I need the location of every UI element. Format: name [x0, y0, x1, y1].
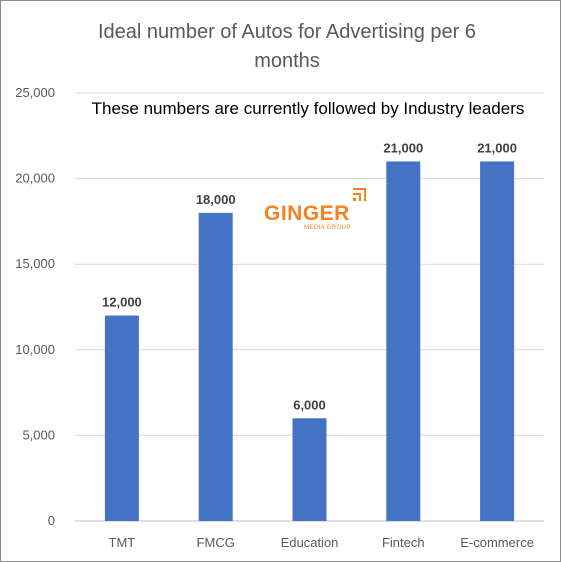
x-tick-label: TMT — [109, 535, 136, 550]
bar-fintech — [386, 161, 421, 522]
chart-title-line-1: Ideal number of Autos for Advertising pe… — [98, 21, 476, 43]
x-tick-label: FMCG — [197, 535, 235, 550]
data-label: 18,000 — [196, 192, 236, 207]
chart-subtitle: These numbers are currently followed by … — [92, 99, 525, 118]
logo-tagline: MEDIA GROUP — [304, 225, 351, 231]
chart-title-line-2: months — [254, 50, 320, 72]
x-tick-label: Fintech — [382, 535, 425, 550]
x-tick-label: Education — [281, 535, 339, 550]
bars — [104, 161, 515, 522]
y-tick-label: 15,000 — [15, 256, 55, 271]
x-tick-label: E-commerce — [460, 535, 534, 550]
y-tick-label: 5,000 — [22, 427, 55, 442]
bar-education — [292, 418, 327, 521]
bar-e-commerce — [480, 161, 515, 522]
bar-tmt — [104, 315, 139, 521]
data-label: 12,000 — [102, 295, 142, 310]
y-tick-label: 0 — [48, 513, 55, 528]
ginger-media-group-logo: GINGER MEDIA GROUP — [264, 188, 366, 231]
data-label: 21,000 — [383, 140, 423, 155]
y-tick-label: 10,000 — [15, 342, 55, 357]
logo-corner-icon — [353, 188, 366, 201]
y-tick-label: 25,000 — [15, 85, 55, 100]
bar-fmcg — [198, 212, 233, 521]
gridlines — [75, 92, 544, 522]
logo-wordmark: GINGER — [264, 202, 350, 225]
data-label: 21,000 — [477, 140, 517, 155]
y-tick-label: 20,000 — [15, 171, 55, 186]
data-label: 6,000 — [293, 397, 326, 412]
data-labels: 12,000 18,000 6,000 21,000 21,000 — [102, 140, 517, 412]
y-axis-tick-labels: 0 5,000 10,000 15,000 20,000 25,000 — [15, 85, 55, 528]
x-axis-tick-labels: TMT FMCG Education Fintech E-commerce — [109, 535, 534, 550]
